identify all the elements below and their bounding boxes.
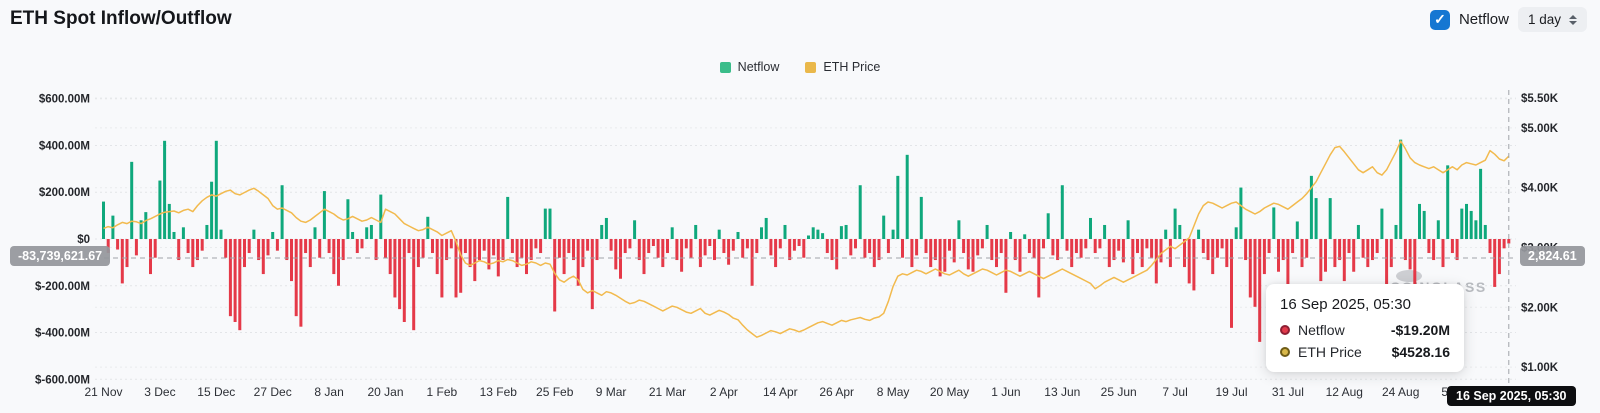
y-left-tick: $0 <box>77 234 90 246</box>
chart-tooltip: 16 Sep 2025, 05:30 Netflow -$19.20M ETH … <box>1266 284 1464 372</box>
netflow-checkbox-label: Netflow <box>1458 11 1509 28</box>
legend-swatch-icon <box>719 61 731 73</box>
x-axis-tick: 1 Feb <box>427 385 458 399</box>
legend-label: Netflow <box>737 60 780 74</box>
y-left-tick: $200.00M <box>39 187 90 199</box>
y-left-tick: $-400.00M <box>35 328 90 340</box>
y-right-tick: $1.00K <box>1521 362 1559 374</box>
crosshair-left-axis-badge: -83,739,621.67 <box>10 246 111 266</box>
x-axis-tick: 27 Dec <box>254 385 292 399</box>
x-axis-tick: 7 Jul <box>1162 385 1187 399</box>
y-left-tick: $600.00M <box>39 94 90 106</box>
x-axis-tick: 8 Jan <box>314 385 343 399</box>
x-axis-tick: 2 Apr <box>710 385 738 399</box>
x-axis-tick: 19 Jul <box>1215 385 1247 399</box>
x-axis-tick: 8 May <box>877 385 910 399</box>
x-axis-tick: 25 Jun <box>1101 385 1137 399</box>
y-left-tick: $-200.00M <box>35 281 90 293</box>
chart-controls: ✓ Netflow 1 day <box>1429 7 1587 32</box>
crosshair-right-axis-badge: 2,824.61 <box>1520 246 1585 266</box>
chart-legend: Netflow ETH Price <box>0 60 1600 74</box>
x-axis-tick: 20 Jan <box>367 385 403 399</box>
x-axis-tick: 14 Apr <box>763 385 798 399</box>
tooltip-row-eth-price: ETH Price $4528.16 <box>1280 344 1450 360</box>
y-right-tick: $5.50K <box>1521 93 1559 105</box>
eth-price-dot-icon <box>1280 347 1290 357</box>
checkmark-icon: ✓ <box>1434 11 1446 27</box>
tooltip-netflow-value: -$19.20M <box>1390 322 1450 338</box>
legend-label: ETH Price <box>823 60 881 74</box>
x-axis-tick: 25 Feb <box>536 385 574 399</box>
tooltip-netflow-label: Netflow <box>1298 322 1345 338</box>
tooltip-eth-price-value: $4528.16 <box>1391 344 1450 360</box>
crosshair-date-badge: 16 Sep 2025, 05:30 <box>1447 386 1576 406</box>
x-axis-tick: 13 Jun <box>1044 385 1080 399</box>
tooltip-row-netflow: Netflow -$19.20M <box>1280 322 1450 338</box>
x-axis-tick: 15 Dec <box>197 385 235 399</box>
legend-item-eth-price[interactable]: ETH Price <box>805 60 880 74</box>
page-title: ETH Spot Inflow/Outflow <box>10 8 232 29</box>
spinner-arrows-icon <box>1569 14 1577 25</box>
x-axis-tick: 31 Jul <box>1272 385 1304 399</box>
y-left-tick: $-600.00M <box>35 374 90 386</box>
y-right-tick: $5.00K <box>1521 123 1559 135</box>
tooltip-eth-price-label: ETH Price <box>1298 344 1362 360</box>
x-axis-tick: 1 Jun <box>991 385 1020 399</box>
legend-swatch-icon <box>805 61 817 73</box>
legend-item-netflow[interactable]: Netflow <box>719 60 780 74</box>
x-axis-tick: 24 Aug <box>1382 385 1419 399</box>
tooltip-date: 16 Sep 2025, 05:30 <box>1280 296 1411 313</box>
y-right-tick: $2.00K <box>1521 302 1559 314</box>
x-axis-tick: 26 Apr <box>819 385 854 399</box>
y-right-tick: $4.00K <box>1521 183 1559 195</box>
x-axis-tick: 21 Mar <box>649 385 686 399</box>
netflow-checkbox[interactable]: ✓ <box>1429 9 1450 30</box>
x-axis-tick: 12 Aug <box>1326 385 1363 399</box>
x-axis-tick: 20 May <box>930 385 969 399</box>
x-axis-tick: 3 Dec <box>144 385 175 399</box>
x-axis-tick: 21 Nov <box>84 385 122 399</box>
x-axis-tick: 13 Feb <box>480 385 518 399</box>
interval-select[interactable]: 1 day <box>1517 7 1587 32</box>
x-axis-tick: 9 Mar <box>596 385 627 399</box>
y-left-tick: $400.00M <box>39 140 90 152</box>
interval-value: 1 day <box>1527 12 1561 27</box>
netflow-dot-icon <box>1280 325 1290 335</box>
